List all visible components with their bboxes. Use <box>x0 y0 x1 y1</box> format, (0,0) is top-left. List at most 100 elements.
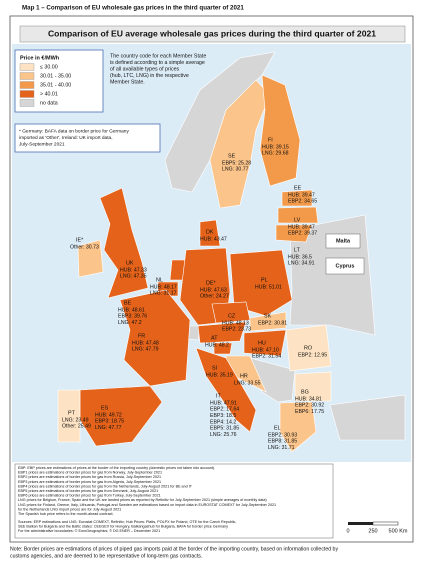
country-price: LNG: 31.17 <box>150 291 177 297</box>
header-title: Map 1 – Comparison of EU wholesale gas p… <box>22 5 244 12</box>
country-price: Other: 24.27 <box>200 294 229 300</box>
country-price: HUB: 47.33 <box>120 267 147 273</box>
country-ee <box>281 189 313 207</box>
country-price: EBP5: 31.85 <box>210 426 239 432</box>
country-code: CZ <box>228 313 236 319</box>
footnote-line: EBP1 prices are estimations of border pr… <box>18 471 162 475</box>
country-price: HUB: 35.19 <box>206 372 233 378</box>
note-line: * Germany: BAFA data on border price for… <box>19 128 129 134</box>
scale-label: 0 <box>346 528 349 534</box>
explanation-line: Member State. <box>110 79 145 85</box>
country-price: LNG: 34.91 <box>288 261 315 267</box>
country-price: EBP2: 30.93 <box>268 432 297 438</box>
footnote-line: EBP4 prices are estimations of border pr… <box>18 484 193 488</box>
country-price: EBP5: 25.28 <box>222 160 251 166</box>
country-price: EBP2: 34.65 <box>288 199 317 205</box>
country-code: PL <box>261 277 268 283</box>
footnote-line: for the Netherlands LNG import prices ar… <box>18 507 121 511</box>
country-price: Other: 25.49 <box>62 424 91 430</box>
footnote-line: EBP6 prices are estimations of border pr… <box>18 494 161 498</box>
country-price: EBP6: 17.75 <box>295 409 324 415</box>
country-price: LNG: 30.77 <box>222 167 249 173</box>
explanation-line: of all available types of prices <box>110 66 180 72</box>
country-price: LNG: 23.49 <box>62 417 89 423</box>
country-bg <box>294 371 332 402</box>
legend-swatch <box>19 63 35 71</box>
country-price: LNG: 47.79 <box>132 347 159 353</box>
note-line: imported as 'Other', Ireland: UK import … <box>19 135 113 141</box>
country-price: LNG: 25.76 <box>210 432 237 438</box>
inset-label: Malta <box>336 238 351 244</box>
country-code: DE* <box>206 280 216 286</box>
footnote-line: EBP2 prices are estimations of border pr… <box>18 475 161 479</box>
explanation-line: (hub, LTC, LNG) in the respective <box>110 73 189 79</box>
country-price: HUB: 39.47 <box>288 192 315 198</box>
country-fr <box>119 289 191 387</box>
country-at <box>197 321 247 344</box>
country-price: HUB: 36.5 <box>288 254 312 260</box>
country-ie <box>77 239 104 278</box>
country-price: EBP2: 39.37 <box>288 231 317 237</box>
note-line: July-September 2021 <box>19 141 65 147</box>
scale-bar-segment <box>348 522 373 525</box>
legend-label: 35.01 - 40.00 <box>40 82 71 88</box>
country-price: EBP4: 14.2 <box>210 419 236 425</box>
country-code: EL <box>274 425 281 431</box>
source-line: SEE Balkan for Bulgaria and the Baltic s… <box>18 525 228 529</box>
country-code: IE* <box>76 237 84 243</box>
country-price: EBP3: 39.76 <box>118 314 147 320</box>
country-price: EBP3: 18.75 <box>95 419 124 425</box>
country-code: SK <box>264 313 272 319</box>
country-fi <box>259 74 301 187</box>
country-uk <box>99 187 149 299</box>
country-price: LNG: 31.71 <box>268 445 295 451</box>
footnote-line: LNG prices for Finland, Greece, Italy, L… <box>18 503 276 507</box>
scale-label: 500 Km <box>389 528 408 534</box>
country-price: EBP2: 31.54 <box>252 354 281 360</box>
note-box <box>14 123 161 153</box>
country-price: LNG: 47.2 <box>118 320 142 326</box>
country-price: HUB: 47.63 <box>200 287 227 293</box>
country-price: LNG: 29.68 <box>262 151 289 157</box>
footnote-line: EBP: EBP prices are estimations of price… <box>18 466 215 470</box>
legend-title: Price in €/MWh <box>20 55 60 61</box>
country-price: HUB: 39.15 <box>262 144 289 150</box>
country-code: DK <box>206 229 214 235</box>
country-sk <box>249 311 287 332</box>
country-ro <box>285 324 332 372</box>
country-price: HUB: 47.91 <box>210 400 237 406</box>
caption-line: Note: Border prices are estimations of p… <box>10 546 338 552</box>
country-hu <box>243 329 287 357</box>
country-code: RO <box>304 345 312 351</box>
country-price: HUB: 48.17 <box>150 284 177 290</box>
caption-line: customs agencies, and are deemed to be r… <box>10 553 202 559</box>
country-code: BE <box>124 300 132 306</box>
land <box>57 51 406 453</box>
map-title-box <box>19 25 406 43</box>
explanation-line: The country code for each Member State <box>110 53 206 59</box>
country-el <box>279 401 317 453</box>
source-line: For the administrative boundaries: © Eur… <box>18 529 160 533</box>
inset-cyprus <box>325 257 365 275</box>
country-price: LNG: 47.35 <box>120 274 147 280</box>
legend-swatch <box>19 99 35 107</box>
legend-label: no data <box>40 100 58 106</box>
country-price: HUB: 34.81 <box>295 396 322 402</box>
country-price: HUB: 48.2 <box>205 342 229 348</box>
country-price: EBP2: 17.64 <box>210 407 239 413</box>
footnote-line: The Spanish hub price refers to the mont… <box>18 512 114 516</box>
legend-swatch <box>19 81 35 89</box>
country-lv <box>277 206 319 224</box>
country-code: ES <box>101 405 109 411</box>
country-code: FI <box>268 137 273 143</box>
country-code: UK <box>126 260 134 266</box>
country-price: HUB: 48.61 <box>118 307 145 313</box>
country-code: FR <box>138 333 145 339</box>
footnote-line: EBP5 prices are estimations of border pr… <box>18 489 158 493</box>
country-price: EBP2: 23.73 <box>222 327 251 333</box>
country-si <box>213 342 233 355</box>
legend-swatch <box>19 72 35 80</box>
country-price: LNG: 33.55 <box>234 380 261 386</box>
country-se <box>209 79 271 209</box>
